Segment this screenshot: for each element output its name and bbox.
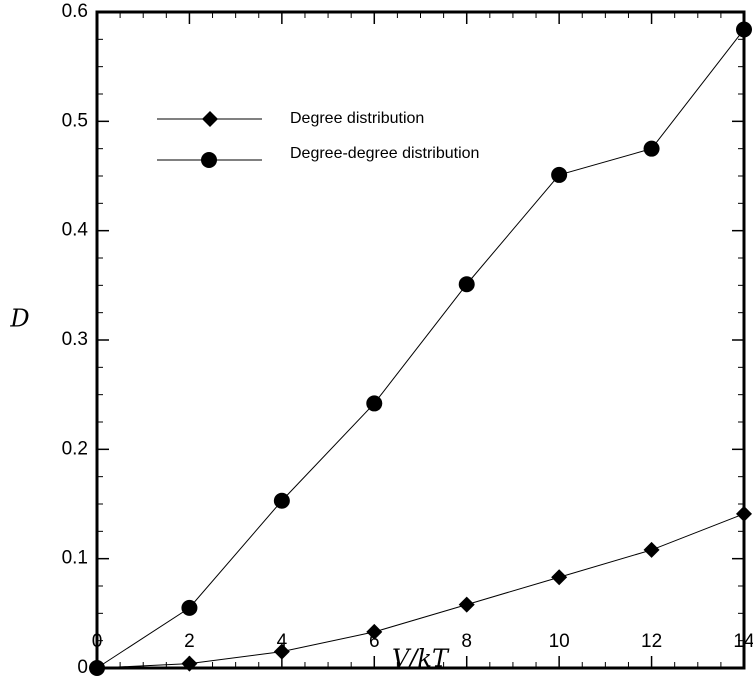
data-point-circle	[458, 276, 475, 293]
y-tick-label: 0.3	[62, 329, 88, 350]
legend-label-degree: Degree distribution	[290, 110, 424, 127]
data-point-circle	[273, 492, 290, 509]
y-tick-label: 0.4	[62, 220, 89, 241]
data-point-diamond	[181, 655, 198, 672]
y-tick-label: 0.1	[62, 548, 88, 569]
x-tick-label: 10	[549, 631, 570, 652]
y-tick-label: 0	[77, 657, 88, 678]
legend-circle-marker	[201, 152, 217, 168]
x-axis-ticks: 0 2 4 6 8 10 12 14	[92, 12, 753, 668]
x-minor-ticks	[119, 12, 722, 668]
legend-diamond-marker	[202, 111, 218, 127]
data-point-diamond	[458, 596, 475, 613]
series-layer	[89, 21, 752, 676]
data-point-diamond	[273, 643, 290, 660]
y-tick-label: 0.2	[62, 438, 88, 459]
x-tick-label: 12	[641, 631, 662, 652]
legend-item-degree: Degree distribution	[157, 110, 424, 127]
x-tick-label: 6	[369, 631, 380, 652]
x-tick-label: 8	[461, 631, 472, 652]
data-point-circle	[643, 140, 660, 157]
x-axis-title: V/kT	[392, 645, 450, 673]
y-axis-title: D	[9, 305, 29, 333]
x-tick-label: 2	[184, 631, 195, 652]
y-minor-ticks	[97, 38, 744, 642]
data-point-diamond	[643, 541, 660, 558]
data-point-circle	[551, 166, 568, 183]
data-point-circle	[736, 21, 752, 38]
y-axis-ticks: 0 0.1 0.2 0.3 0.4 0.5 0.6	[62, 1, 744, 678]
data-point-circle	[89, 660, 105, 676]
series-line-0	[96, 513, 745, 669]
data-point-circle	[181, 599, 198, 616]
legend-label-degree-degree: Degree-degree distribution	[290, 145, 479, 162]
legend: Degree distribution Degree-degree distri…	[157, 110, 479, 168]
legend-item-degree-degree: Degree-degree distribution	[157, 145, 479, 168]
data-point-diamond	[366, 623, 383, 640]
data-point-diamond	[736, 505, 752, 522]
series-line-1	[96, 29, 745, 669]
x-tick-label: 14	[733, 631, 753, 652]
x-tick-label: 0	[92, 631, 103, 652]
x-tick-label: 4	[277, 631, 288, 652]
y-tick-label: 0.5	[62, 110, 88, 131]
data-point-diamond	[551, 569, 568, 586]
y-tick-label: 0.6	[62, 1, 88, 22]
data-point-circle	[366, 395, 383, 412]
